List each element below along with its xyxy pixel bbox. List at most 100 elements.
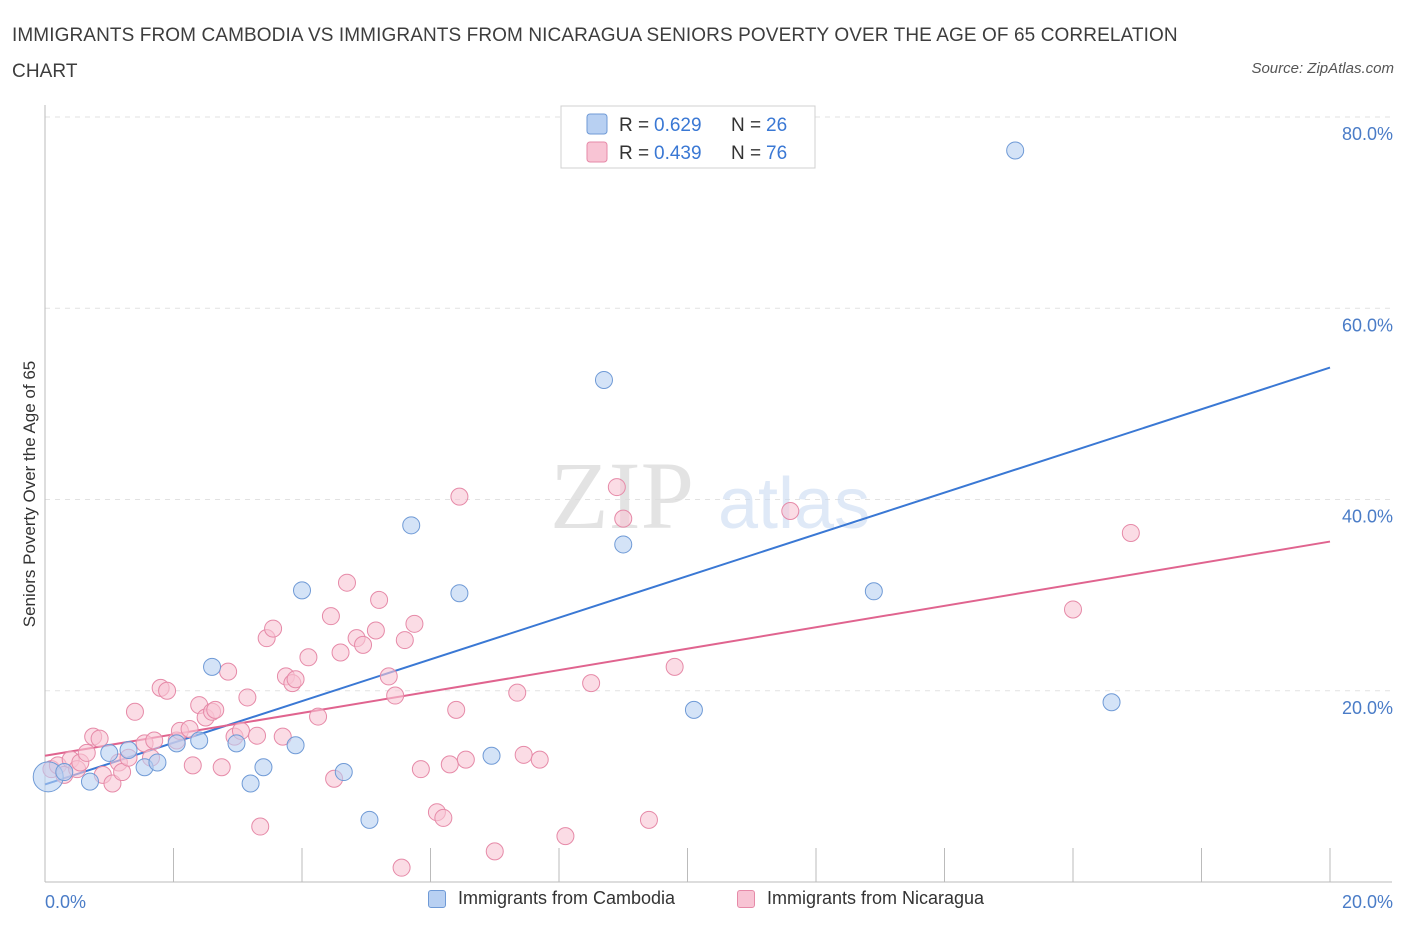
point-nicaragua — [183, 756, 202, 775]
point-cambodia — [227, 734, 246, 753]
watermark-zip: ZIP — [550, 442, 694, 549]
point-nicaragua — [370, 590, 389, 609]
point-nicaragua — [447, 700, 466, 719]
point-nicaragua — [158, 681, 177, 700]
y-tick-label: 20.0% — [1342, 698, 1393, 718]
point-cambodia — [864, 582, 883, 601]
point-cambodia — [293, 581, 311, 600]
legend-item-nicaragua[interactable]: Immigrants from Nicaragua — [737, 888, 984, 909]
y-tick-label: 80.0% — [1342, 124, 1393, 144]
point-cambodia — [1006, 141, 1025, 160]
point-nicaragua — [405, 614, 424, 633]
legend-nicaragua-r-value: 0.439 — [654, 143, 702, 164]
point-nicaragua — [450, 487, 469, 506]
chart-title: IMMIGRANTS FROM CAMBODIA VS IMMIGRANTS F… — [12, 25, 1178, 82]
legend-cambodia-r-label: R = — [619, 115, 654, 136]
point-cambodia — [594, 370, 613, 389]
point-cambodia — [482, 746, 501, 765]
point-nicaragua — [331, 643, 350, 662]
point-nicaragua — [411, 760, 430, 779]
trendline-nicaragua — [44, 540, 1331, 757]
point-nicaragua — [90, 729, 109, 748]
point-cambodia — [684, 700, 703, 719]
point-nicaragua — [248, 726, 267, 745]
y-axis-label: Seniors Poverty Over the Age of 65 — [20, 361, 39, 627]
tick-labels: 20.0% 40.0% 60.0% 80.0% 0.0% 20.0% — [45, 124, 1393, 912]
point-nicaragua — [392, 858, 411, 877]
point-nicaragua — [556, 827, 575, 846]
point-nicaragua — [781, 501, 800, 520]
point-nicaragua — [440, 755, 459, 774]
point-nicaragua — [354, 635, 373, 654]
gridlines — [45, 116, 1392, 692]
point-nicaragua — [264, 619, 283, 638]
point-nicaragua — [103, 774, 122, 793]
point-nicaragua — [273, 727, 292, 746]
point-nicaragua — [485, 842, 504, 861]
point-nicaragua — [366, 621, 385, 640]
point-nicaragua — [219, 662, 238, 681]
point-nicaragua — [251, 817, 270, 836]
point-nicaragua — [508, 683, 527, 702]
axes — [44, 105, 1392, 883]
point-nicaragua — [1064, 600, 1082, 619]
point-cambodia — [614, 535, 633, 554]
point-nicaragua — [77, 743, 96, 762]
point-nicaragua — [286, 670, 305, 689]
legend-swatch-nicaragua — [586, 141, 608, 163]
point-cambodia — [402, 516, 421, 535]
cambodia-swatch — [428, 889, 446, 908]
point-nicaragua — [456, 750, 475, 769]
y-tick-label: 60.0% — [1342, 315, 1393, 335]
point-cambodia — [254, 758, 273, 777]
point-nicaragua — [514, 745, 533, 764]
x-tick-label: 0.0% — [45, 892, 86, 912]
point-cambodia — [360, 810, 379, 829]
point-nicaragua — [607, 478, 626, 497]
point-nicaragua — [299, 648, 318, 667]
trendline-cambodia — [44, 366, 1331, 786]
legend-label-cambodia: Immigrants from Cambodia — [458, 888, 676, 908]
point-cambodia — [190, 731, 209, 750]
legend-cambodia-n-value: 26 — [766, 115, 787, 136]
legend-cambodia-r-value: 0.629 — [654, 115, 702, 136]
point-nicaragua — [206, 700, 225, 719]
point-cambodia — [80, 772, 99, 791]
point-nicaragua — [582, 674, 601, 693]
legend-swatch-cambodia — [586, 113, 608, 135]
point-nicaragua — [665, 657, 684, 676]
point-nicaragua — [386, 686, 405, 705]
point-cambodia — [450, 584, 469, 603]
point-nicaragua — [614, 509, 633, 528]
series-legend: Immigrants from Cambodia Immigrants from… — [0, 888, 1406, 916]
point-nicaragua — [125, 702, 144, 721]
data-points — [32, 141, 1140, 877]
point-nicaragua — [530, 750, 549, 769]
point-nicaragua — [639, 810, 658, 829]
point-cambodia — [55, 763, 74, 782]
nicaragua-swatch — [737, 889, 755, 908]
point-nicaragua — [321, 607, 340, 626]
legend-item-cambodia[interactable]: Immigrants from Cambodia — [428, 888, 675, 909]
point-cambodia — [1102, 693, 1121, 712]
point-nicaragua — [395, 631, 414, 650]
point-cambodia — [100, 743, 119, 762]
point-nicaragua — [379, 667, 398, 686]
point-cambodia — [119, 741, 138, 760]
legend-cambodia-n-label: N = — [731, 115, 766, 136]
source-credit: Source: ZipAtlas.com — [1251, 60, 1394, 77]
point-nicaragua — [434, 808, 453, 827]
trendlines — [44, 366, 1331, 786]
point-nicaragua — [212, 758, 231, 777]
point-cambodia — [334, 763, 353, 782]
point-cambodia — [148, 753, 167, 772]
point-cambodia — [203, 657, 222, 676]
y-tick-label: 40.0% — [1342, 507, 1393, 527]
legend-nicaragua-n-value: 76 — [766, 143, 787, 164]
legend-nicaragua-n-label: N = — [731, 143, 766, 164]
point-cambodia — [241, 774, 260, 793]
point-nicaragua — [180, 720, 199, 738]
point-nicaragua — [1121, 523, 1140, 542]
stats-legend: R = 0.629 N = 26 R = 0.439 N = 76 — [560, 105, 816, 169]
